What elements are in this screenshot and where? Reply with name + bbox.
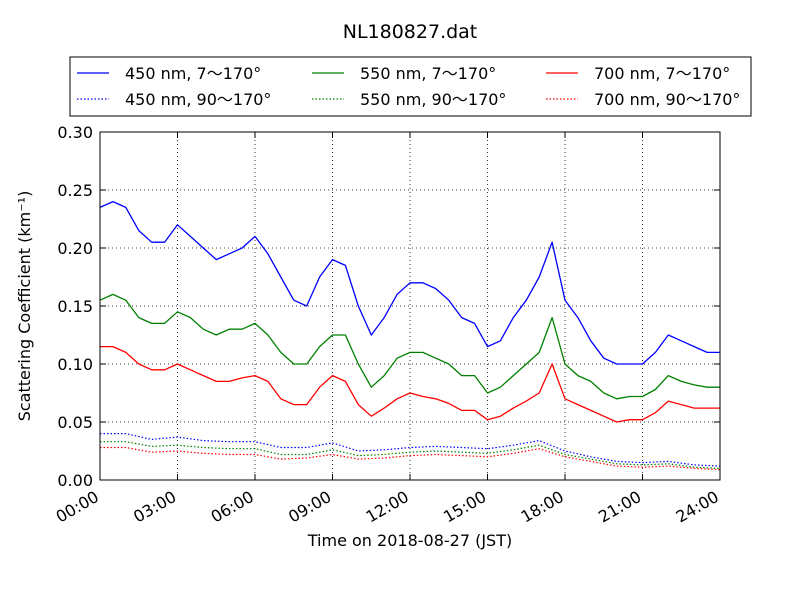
x-tick-label: 24:00: [673, 487, 722, 527]
x-tick-label: 00:00: [53, 487, 102, 527]
legend-label-4: 550 nm, 90～170°: [360, 90, 506, 109]
legend: 450 nm, 7～170° 550 nm, 7～170° 700 nm, 7～17…: [77, 64, 740, 109]
y-axis-label: Scattering Coefficient (km⁻¹): [15, 191, 34, 422]
y-tick-label: 0.10: [57, 355, 93, 374]
series-line-3: [100, 433, 721, 467]
series-line-5: [100, 446, 721, 471]
x-axis-label: Time on 2018-08-27 (JST): [307, 531, 512, 550]
legend-label-0: 450 nm, 7～170°: [125, 64, 261, 83]
legend-label-2: 700 nm, 7～170°: [594, 64, 730, 83]
x-tick-label: 18:00: [518, 487, 567, 527]
series-line-2: [100, 345, 720, 423]
series-lines: [99, 200, 721, 471]
legend-label-3: 450 nm, 90～170°: [125, 90, 271, 109]
x-tick-label: 21:00: [595, 487, 644, 527]
x-tick-label: 03:00: [130, 487, 179, 527]
x-tick-label: 15:00: [440, 487, 489, 527]
y-tick-label: 0.20: [57, 239, 93, 258]
y-tick-label: 0.05: [57, 413, 93, 432]
y-tick-label: 0.30: [57, 123, 93, 142]
y-tick-label: 0.25: [57, 181, 93, 200]
chart-title: NL180827.dat: [343, 21, 478, 43]
series-line-1: [99, 293, 720, 400]
y-tick-label: 0.00: [57, 471, 93, 490]
legend-box: [69, 56, 752, 117]
legend-label-1: 550 nm, 7～170°: [360, 64, 496, 83]
grid-lines: [100, 132, 720, 480]
series-line-0: [99, 200, 720, 365]
series-line-4: [100, 441, 721, 469]
x-tick-label: 12:00: [363, 487, 412, 527]
x-tick-label: 09:00: [285, 487, 334, 527]
y-tick-label: 0.15: [57, 297, 93, 316]
x-tick-label: 06:00: [208, 487, 257, 527]
legend-label-5: 700 nm, 90～170°: [594, 90, 740, 109]
